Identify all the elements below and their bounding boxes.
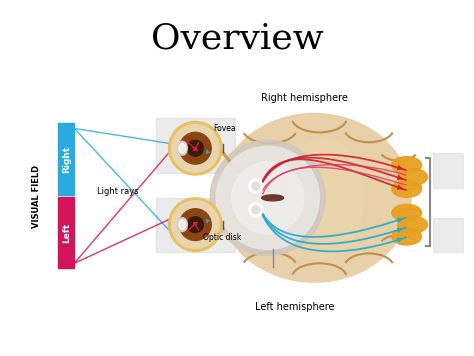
Ellipse shape	[392, 204, 421, 221]
Text: Right hemisphere: Right hemisphere	[261, 93, 348, 103]
Circle shape	[210, 140, 325, 255]
Ellipse shape	[177, 218, 187, 232]
Circle shape	[187, 217, 203, 232]
Text: Overview: Overview	[151, 21, 323, 55]
Ellipse shape	[177, 141, 187, 155]
Circle shape	[249, 179, 263, 193]
Circle shape	[252, 206, 260, 214]
Ellipse shape	[398, 216, 428, 233]
Ellipse shape	[284, 138, 364, 257]
Bar	[58, 124, 74, 195]
Text: Left hemisphere: Left hemisphere	[255, 302, 334, 312]
Ellipse shape	[179, 220, 186, 230]
Ellipse shape	[179, 143, 186, 153]
Text: Optic disk: Optic disk	[203, 232, 242, 242]
Circle shape	[216, 146, 319, 250]
Text: VISUAL FIELD: VISUAL FIELD	[32, 165, 41, 229]
Ellipse shape	[218, 114, 411, 282]
Circle shape	[232, 162, 304, 234]
Bar	[58, 197, 74, 268]
Circle shape	[169, 198, 222, 251]
Ellipse shape	[392, 228, 421, 245]
Ellipse shape	[392, 157, 421, 173]
Ellipse shape	[392, 180, 421, 197]
Text: Fovea: Fovea	[213, 124, 236, 134]
Text: Right: Right	[62, 146, 71, 173]
Ellipse shape	[398, 169, 428, 185]
Circle shape	[180, 132, 211, 164]
Circle shape	[249, 203, 263, 217]
Bar	[155, 119, 235, 173]
Ellipse shape	[262, 195, 283, 201]
Circle shape	[180, 209, 211, 241]
Circle shape	[252, 182, 260, 190]
Text: Left: Left	[62, 222, 71, 243]
Circle shape	[172, 201, 219, 248]
Circle shape	[187, 140, 203, 156]
Circle shape	[169, 121, 222, 175]
Circle shape	[172, 124, 219, 172]
Bar	[155, 198, 235, 252]
Bar	[433, 218, 463, 252]
Text: Light rays: Light rays	[97, 187, 139, 197]
Bar	[433, 153, 463, 188]
